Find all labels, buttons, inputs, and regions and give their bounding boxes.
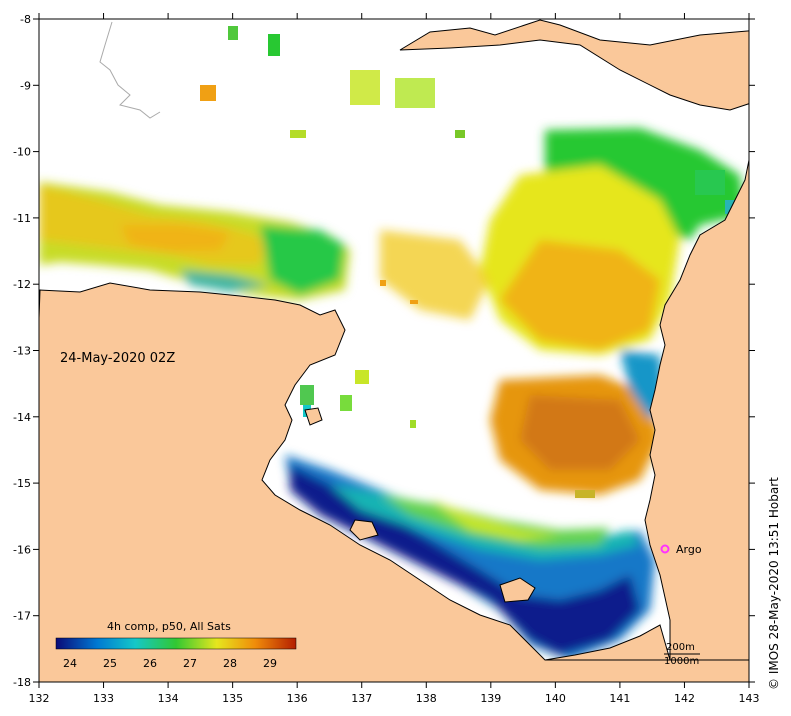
colorbar-tick-label: 27: [183, 657, 197, 670]
colorbar-tick-label: 29: [263, 657, 277, 670]
colorbar-title: 4h comp, p50, All Sats: [107, 620, 231, 633]
x-axis: 132 133 134 135 136 137 138 139 140 141 142 143: [29, 13, 760, 705]
y-tick-label: -15: [13, 477, 31, 490]
y-tick-label: -16: [13, 543, 31, 556]
sst-scatter-pixels: [200, 26, 741, 498]
colorbar-tick-label: 24: [63, 657, 77, 670]
x-tick-label: 134: [158, 692, 179, 705]
sst-data-layer: [39, 128, 745, 660]
x-tick-label: 132: [29, 692, 50, 705]
y-tick-label: -10: [13, 146, 31, 159]
credit-label: © IMOS 28-May-2020 13:51 Hobart: [767, 477, 781, 690]
x-tick-label: 138: [416, 692, 437, 705]
x-tick-label: 139: [480, 692, 501, 705]
date-label: 24-May-2020 02Z: [60, 351, 175, 366]
x-tick-label: 143: [739, 692, 760, 705]
x-tick-label: 140: [545, 692, 566, 705]
colorbar-gradient: [55, 637, 297, 650]
colorbar-tick-label: 26: [143, 657, 157, 670]
reef-outline: [99, 21, 161, 119]
x-tick-label: 133: [93, 692, 114, 705]
colorbar-tick-label: 28: [223, 657, 237, 670]
y-tick-label: -17: [13, 610, 31, 623]
y-tick-label: -11: [13, 212, 31, 225]
land: [39, 19, 749, 682]
x-tick-label: 136: [287, 692, 308, 705]
argo-label: Argo: [676, 543, 702, 556]
scale-label-200m: 200m: [666, 642, 695, 653]
colorbar-tick-label: 25: [103, 657, 117, 670]
x-tick-label: 141: [609, 692, 630, 705]
x-tick-label: 137: [351, 692, 372, 705]
y-tick-label: -14: [13, 411, 31, 424]
y-tick-label: -12: [13, 278, 31, 291]
y-tick-label: -8: [20, 13, 31, 26]
scale-label-1000m: 1000m: [664, 656, 699, 667]
y-tick-label: -13: [13, 345, 31, 358]
colorbar: 4h comp, p50, All Sats 24 25 26 27 28 29: [55, 620, 297, 670]
x-tick-label: 142: [674, 692, 695, 705]
y-axis: -8 -9 -10 -11 -12 -13 -14 -15 -16 -17 -18: [13, 13, 755, 689]
x-tick-label: 135: [222, 692, 243, 705]
y-tick-label: -9: [20, 79, 31, 92]
argo-marker[interactable]: [660, 544, 670, 554]
y-tick-label: -18: [13, 676, 31, 689]
